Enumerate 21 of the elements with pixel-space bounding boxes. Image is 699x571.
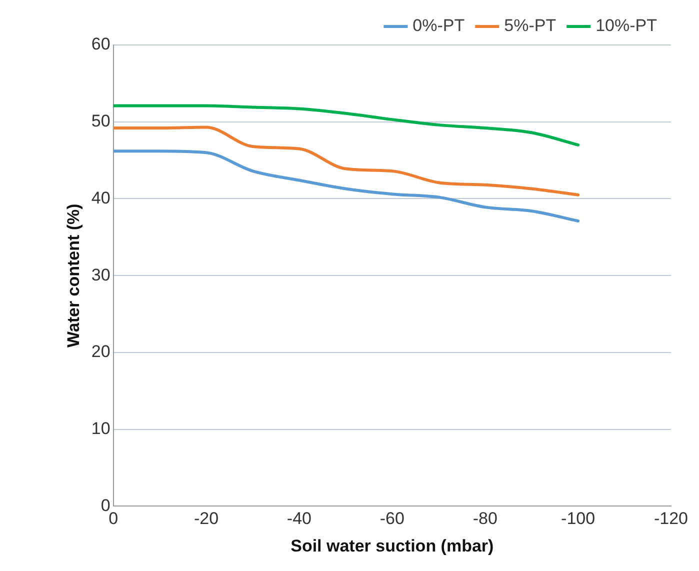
x-tick-label: -40 xyxy=(286,509,312,528)
x-tick-label: -60 xyxy=(380,509,404,528)
y-tick-label: 20 xyxy=(91,342,110,362)
x-tick-label: -20 xyxy=(194,509,219,528)
x-tick-label: -80 xyxy=(472,509,498,528)
x-tick-label: -120 xyxy=(654,509,688,528)
line-series xyxy=(113,104,580,146)
legend-label: 5%-PT xyxy=(504,16,556,36)
y-tick-label: 10 xyxy=(91,419,110,438)
x-tick-label: -100 xyxy=(561,509,596,528)
y-tick-label: 60 xyxy=(91,34,110,54)
y-tick-label: 50 xyxy=(91,112,110,131)
y-axis-title: Water content (%) xyxy=(64,204,83,348)
x-axis-title: Soil water suction (mbar) xyxy=(290,536,494,556)
legend-label: 10%-PT xyxy=(596,16,658,36)
line-series xyxy=(113,126,580,196)
y-tick-label: 30 xyxy=(91,265,110,284)
y-tick-label: 40 xyxy=(91,188,110,208)
legend-label: 0%-PT xyxy=(412,16,465,36)
line-series xyxy=(113,150,580,223)
y-tick-label: 0 xyxy=(100,496,110,515)
